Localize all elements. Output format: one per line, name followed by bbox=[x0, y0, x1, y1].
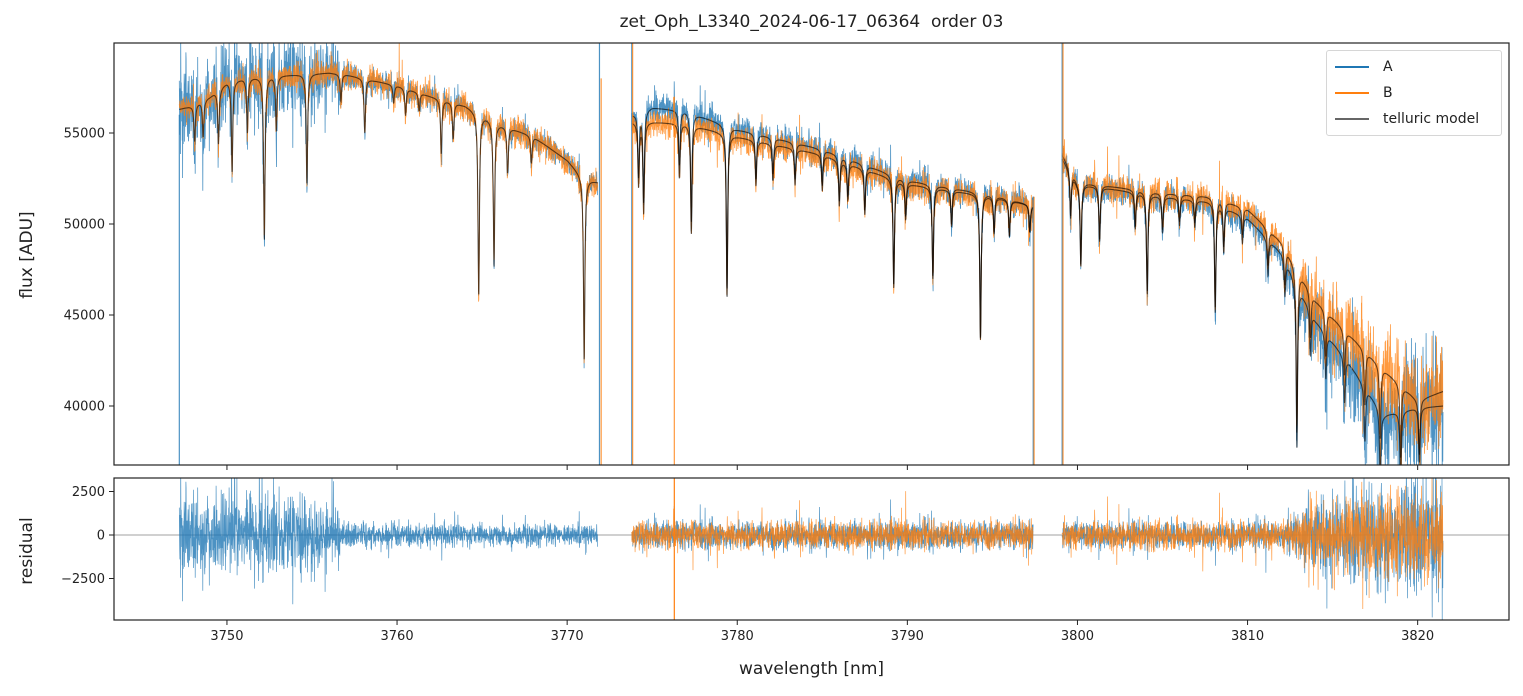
legend-label-a: A bbox=[1383, 59, 1393, 75]
residual-y-tick-label: −2500 bbox=[61, 572, 105, 587]
flux-axes-frame bbox=[113, 42, 1510, 466]
legend-label-b: B bbox=[1383, 85, 1393, 101]
residual-plot-area bbox=[114, 478, 1509, 620]
residual-y-tick-label: 0 bbox=[97, 529, 105, 544]
residual-y-tick-label: 2500 bbox=[72, 485, 105, 500]
legend-label-telluric: telluric model bbox=[1383, 111, 1480, 127]
x-tick-label: 3790 bbox=[891, 629, 924, 644]
x-tick-label: 3800 bbox=[1061, 629, 1094, 644]
series-b-line bbox=[178, 43, 1444, 465]
telluric-model-a-line bbox=[179, 72, 1443, 465]
x-tick-label: 3820 bbox=[1401, 629, 1434, 644]
legend-item-a: A bbox=[1335, 57, 1393, 77]
telluric-model-b-line bbox=[631, 122, 1444, 458]
residual-axes-frame bbox=[113, 477, 1510, 621]
flux-y-tick-label: 45000 bbox=[64, 308, 105, 323]
flux-y-tick-label: 50000 bbox=[64, 217, 105, 232]
flux-y-tick-label: 55000 bbox=[64, 126, 105, 141]
x-tick-label: 3750 bbox=[210, 629, 243, 644]
x-tick-label: 3760 bbox=[381, 629, 414, 644]
chart-title: zet_Oph_L3340_2024-06-17_06364 order 03 bbox=[619, 12, 1004, 32]
legend-item-telluric: telluric model bbox=[1335, 109, 1479, 129]
wavelength-axis-label: wavelength [nm] bbox=[738, 659, 885, 679]
x-tick-label: 3770 bbox=[551, 629, 584, 644]
legend-item-b: B bbox=[1335, 83, 1393, 103]
axes: 3750 3760 3770 3780 3790 3800 3810 3820 40000 450… bbox=[61, 42, 1510, 644]
x-tick-label: 3780 bbox=[721, 629, 754, 644]
residual-b-line bbox=[631, 478, 1444, 610]
legend-swatch-telluric bbox=[1335, 118, 1369, 120]
legend: A B telluric model bbox=[1326, 50, 1502, 136]
legend-swatch-b bbox=[1335, 92, 1369, 94]
flux-plot-area bbox=[178, 43, 1444, 465]
flux-y-tick-label: 40000 bbox=[64, 399, 105, 414]
x-tick-label: 3810 bbox=[1231, 629, 1264, 644]
legend-swatch-a bbox=[1335, 66, 1369, 68]
